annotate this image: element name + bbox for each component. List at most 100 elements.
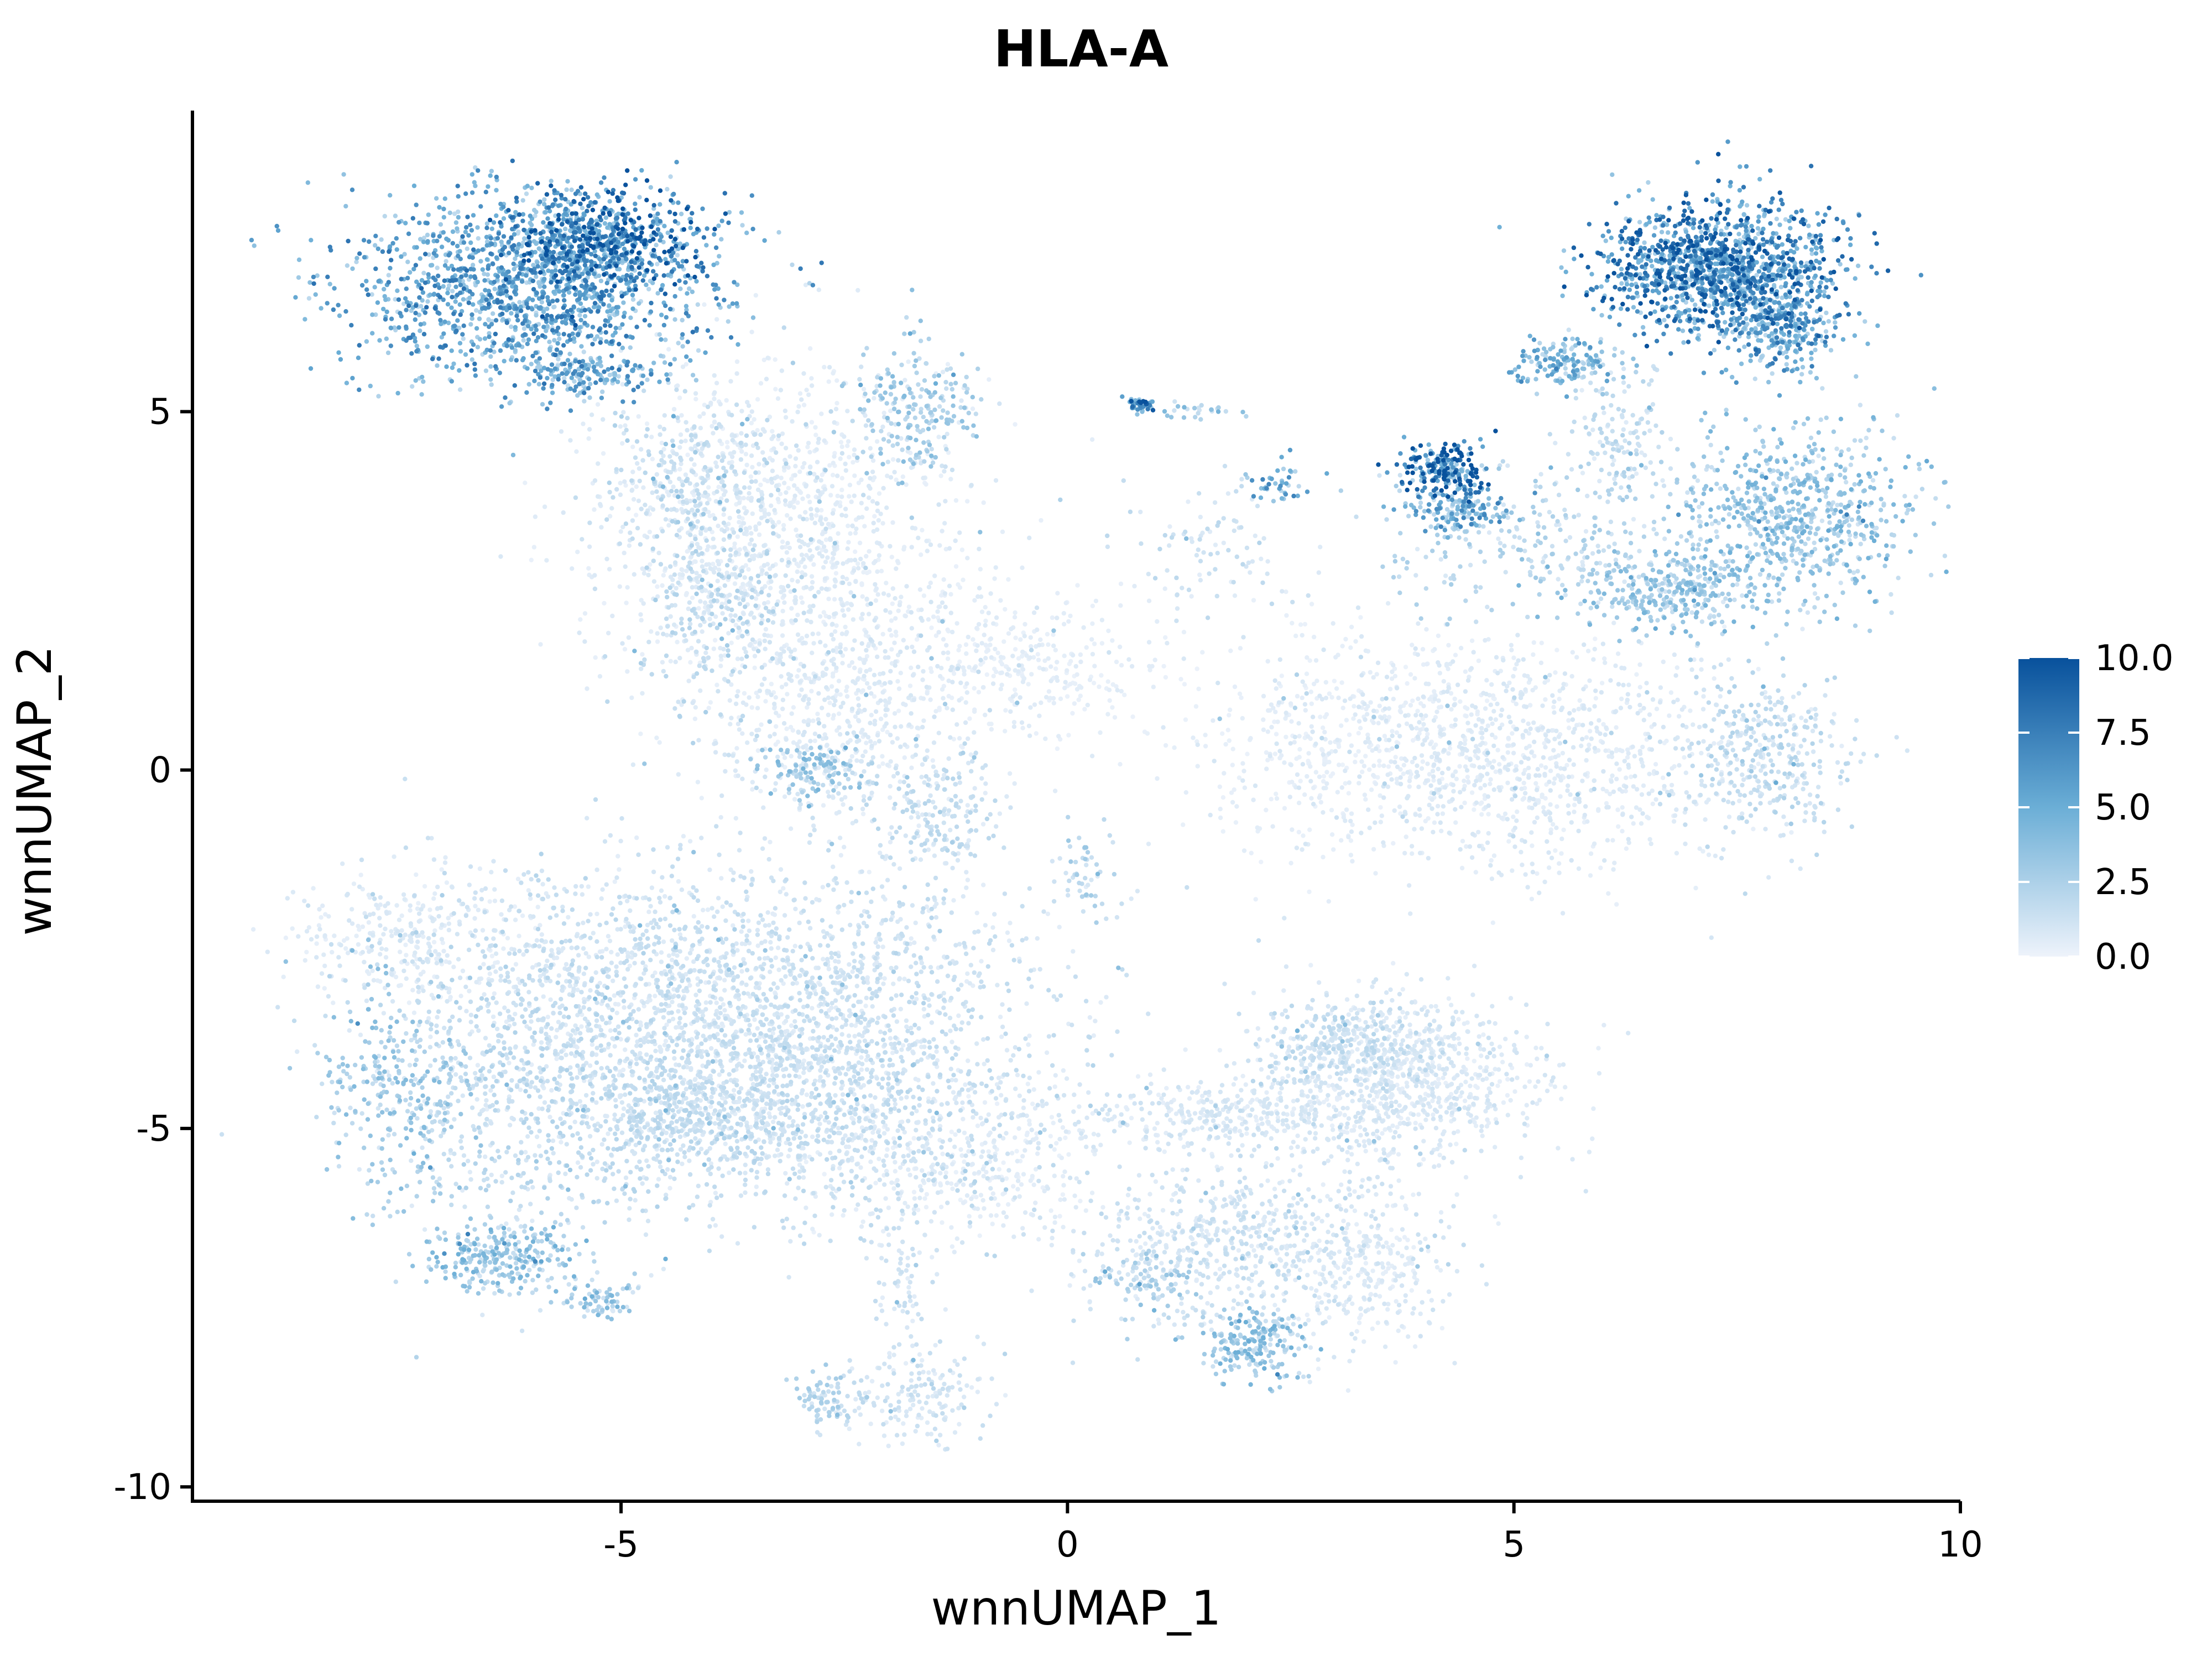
data-point xyxy=(992,1138,997,1143)
data-point xyxy=(618,529,623,534)
data-point xyxy=(1308,690,1313,694)
data-point xyxy=(1073,1205,1078,1210)
data-point xyxy=(921,668,926,674)
data-point xyxy=(734,359,740,364)
data-point xyxy=(1557,861,1562,866)
data-point xyxy=(957,736,962,741)
data-point xyxy=(979,609,985,614)
data-point xyxy=(1497,762,1502,767)
data-point xyxy=(1464,844,1469,849)
data-point xyxy=(1186,499,1191,504)
data-point xyxy=(1719,739,1724,745)
data-point xyxy=(1153,1179,1159,1184)
data-point xyxy=(990,947,996,953)
data-point xyxy=(667,1185,672,1191)
data-point xyxy=(825,743,830,748)
data-point xyxy=(883,1196,888,1201)
data-point xyxy=(970,406,975,411)
data-point xyxy=(677,395,682,400)
data-point xyxy=(581,421,586,426)
data-point xyxy=(1013,610,1018,615)
data-point xyxy=(515,876,521,881)
data-point xyxy=(1031,1087,1036,1092)
data-point xyxy=(1209,1099,1214,1105)
data-point xyxy=(738,585,744,591)
data-point xyxy=(1255,1026,1260,1031)
data-point xyxy=(609,949,614,955)
data-point xyxy=(735,689,740,694)
data-point xyxy=(1030,1213,1035,1218)
data-point xyxy=(1344,807,1349,812)
data-point xyxy=(683,472,688,477)
data-point xyxy=(679,413,684,418)
data-point xyxy=(778,867,784,872)
data-point xyxy=(1231,1082,1237,1087)
data-point xyxy=(1045,631,1050,637)
data-point xyxy=(886,593,891,598)
data-point xyxy=(834,645,839,651)
data-point xyxy=(1330,1083,1335,1088)
data-point xyxy=(1609,779,1614,784)
data-point xyxy=(655,631,660,636)
data-point xyxy=(864,740,869,745)
data-point xyxy=(1469,712,1474,717)
data-point xyxy=(1346,834,1351,840)
data-point xyxy=(1127,1140,1132,1145)
data-point xyxy=(663,566,668,571)
data-point xyxy=(950,1162,955,1167)
data-point xyxy=(589,1042,595,1047)
data-point xyxy=(530,1218,535,1224)
data-point xyxy=(1661,659,1666,665)
data-point xyxy=(940,1220,945,1225)
data-point xyxy=(835,493,840,499)
data-point xyxy=(952,1430,958,1435)
data-point xyxy=(837,725,842,730)
data-point xyxy=(1508,1062,1513,1068)
scatter-points xyxy=(219,139,1951,1452)
data-point xyxy=(951,737,957,742)
data-point xyxy=(1346,791,1352,796)
data-point xyxy=(1386,1261,1391,1266)
data-point xyxy=(1561,827,1566,833)
data-point xyxy=(1071,949,1076,954)
data-point xyxy=(821,803,826,808)
data-point xyxy=(1132,583,1137,589)
data-point xyxy=(554,1056,559,1062)
data-point xyxy=(1035,627,1040,633)
data-point xyxy=(964,651,969,656)
data-point xyxy=(1200,650,1205,655)
data-point xyxy=(491,1014,496,1020)
data-point xyxy=(1188,1235,1193,1240)
data-point xyxy=(906,1167,911,1172)
data-point xyxy=(1155,619,1160,624)
data-point xyxy=(1592,704,1597,709)
data-point xyxy=(1495,1083,1500,1088)
data-point xyxy=(1304,671,1310,676)
data-point xyxy=(1436,633,1441,639)
data-point xyxy=(1377,703,1382,708)
data-point xyxy=(640,652,645,657)
data-point xyxy=(779,685,785,690)
data-point xyxy=(1261,717,1266,722)
data-point xyxy=(889,1180,894,1185)
data-point xyxy=(820,885,826,890)
data-point xyxy=(714,682,719,688)
data-point xyxy=(890,586,896,591)
data-point xyxy=(1238,646,1243,651)
data-point xyxy=(1022,1148,1027,1153)
data-point xyxy=(1646,816,1651,821)
data-point xyxy=(416,901,421,906)
data-point xyxy=(972,709,977,714)
data-point xyxy=(1156,1321,1161,1326)
data-point xyxy=(821,957,826,962)
data-point xyxy=(1660,478,1665,483)
data-point xyxy=(847,483,853,488)
data-point xyxy=(961,1116,966,1122)
data-point xyxy=(1367,767,1372,772)
data-point xyxy=(1012,615,1018,620)
data-point xyxy=(1032,702,1037,707)
data-point xyxy=(904,482,909,487)
data-point xyxy=(1307,1062,1313,1067)
data-point xyxy=(1479,725,1484,731)
data-point xyxy=(1353,712,1358,717)
